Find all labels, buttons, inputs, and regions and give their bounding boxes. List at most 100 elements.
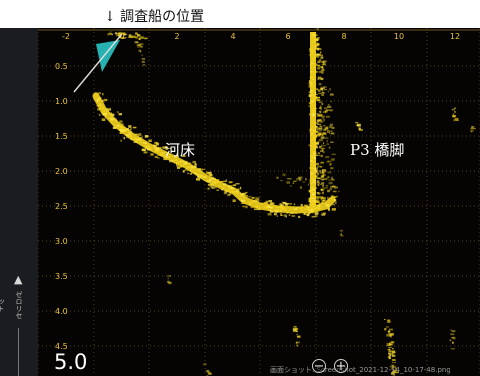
echo-speck xyxy=(471,128,476,130)
echo-speck xyxy=(193,171,196,174)
echo-speck xyxy=(327,104,330,106)
echo-speck xyxy=(241,201,244,203)
echo-speck xyxy=(153,144,157,147)
echo-speck xyxy=(318,133,322,136)
echo-speck xyxy=(198,170,203,172)
echo-speck xyxy=(322,169,324,173)
echo-speck xyxy=(386,345,391,347)
echo-speck xyxy=(184,169,186,171)
echo-speck xyxy=(314,135,318,138)
echo-speck xyxy=(190,169,192,171)
echo-speck xyxy=(153,146,157,149)
echo-speck xyxy=(265,205,268,208)
echo-speck xyxy=(304,208,306,210)
echo-speck xyxy=(116,124,120,127)
echo-speck xyxy=(242,192,245,195)
echo-speck xyxy=(318,154,321,156)
echo-speck xyxy=(210,176,215,179)
echo-speck xyxy=(312,71,315,73)
echo-speck xyxy=(235,190,239,193)
y-tick-label: 3.0 xyxy=(55,237,68,246)
echo-speck xyxy=(313,118,316,121)
echo-speck xyxy=(112,126,117,129)
echo-speck xyxy=(311,34,316,37)
echo-speck xyxy=(163,155,165,157)
echo-speck xyxy=(116,111,119,113)
echo-speck xyxy=(186,169,190,172)
echo-speck xyxy=(311,111,315,113)
echo-speck xyxy=(269,202,273,204)
echo-speck xyxy=(189,170,192,172)
echo-speck xyxy=(389,365,392,368)
echo-speck xyxy=(236,192,238,194)
echo-speck xyxy=(187,172,190,175)
echo-speck xyxy=(205,369,210,372)
sidebar-label[interactable]: ゼロリセット xyxy=(0,291,23,319)
echo-speck xyxy=(388,351,391,353)
echo-speck xyxy=(313,178,316,181)
echo-speck xyxy=(319,119,322,121)
echo-speck xyxy=(329,132,331,134)
echo-speck xyxy=(311,94,316,97)
y-tick-label: 0.5 xyxy=(55,62,68,71)
echo-speck xyxy=(248,204,251,206)
echo-speck xyxy=(135,36,139,39)
echo-speck xyxy=(325,115,330,118)
echo-speck xyxy=(292,328,296,331)
echo-speck xyxy=(171,150,174,152)
y-tick-label: 2.5 xyxy=(55,202,68,211)
echo-speck xyxy=(309,128,312,131)
echo-speck xyxy=(386,343,389,345)
echo-speck xyxy=(319,170,322,173)
echo-speck xyxy=(320,162,325,164)
echo-speck xyxy=(312,50,314,52)
echo-speck xyxy=(187,162,192,164)
echo-speck xyxy=(209,174,213,177)
echo-speck xyxy=(295,329,297,332)
up-arrow-icon[interactable]: ▲ xyxy=(14,273,23,286)
echo-speck xyxy=(315,53,318,56)
sonar-image[interactable]: -20246810120.51.01.52.02.53.03.54.04.5 河… xyxy=(38,28,480,376)
echo-speck xyxy=(208,372,211,375)
echo-speck xyxy=(311,196,313,199)
echo-speck xyxy=(387,321,391,323)
echo-speck xyxy=(296,331,298,333)
pier-label: P3 橋脚 xyxy=(350,141,404,159)
echo-speck xyxy=(287,178,292,180)
echo-speck xyxy=(209,178,212,181)
echo-speck xyxy=(321,191,324,195)
echo-speck xyxy=(145,146,149,148)
echo-speck xyxy=(240,195,243,198)
echo-speck xyxy=(451,108,455,111)
echo-speck xyxy=(116,125,118,127)
echo-speck xyxy=(99,105,101,107)
echo-speck xyxy=(340,232,342,236)
echo-speck xyxy=(332,190,337,193)
zoom-in-button[interactable]: + xyxy=(334,359,348,374)
echo-speck xyxy=(332,186,337,188)
echo-speck xyxy=(118,31,122,34)
echo-speck xyxy=(450,348,455,350)
echo-speck xyxy=(132,137,136,141)
echo-speck xyxy=(178,164,182,166)
echo-speck xyxy=(239,186,242,190)
echo-speck xyxy=(389,357,391,360)
echo-speck xyxy=(313,56,316,58)
sonar-window: ▲ ゼロリセット -20246810120.51.01.52.02.53.03.… xyxy=(0,28,480,376)
echo-speck xyxy=(323,174,326,176)
zoom-out-button[interactable]: − xyxy=(312,359,326,374)
echo-speck xyxy=(314,110,317,112)
echo-speck xyxy=(388,350,392,352)
echo-speck xyxy=(321,127,323,130)
echo-speck xyxy=(285,203,289,206)
echo-speck xyxy=(314,201,317,203)
echo-speck xyxy=(138,49,141,52)
echo-speck xyxy=(169,153,172,155)
echo-speck xyxy=(321,94,324,96)
echo-speck xyxy=(160,154,164,156)
echo-speck xyxy=(315,154,319,156)
echo-speck xyxy=(311,132,314,135)
echo-speck xyxy=(101,111,104,115)
echo-speck xyxy=(321,172,324,174)
echo-speck xyxy=(93,97,96,100)
